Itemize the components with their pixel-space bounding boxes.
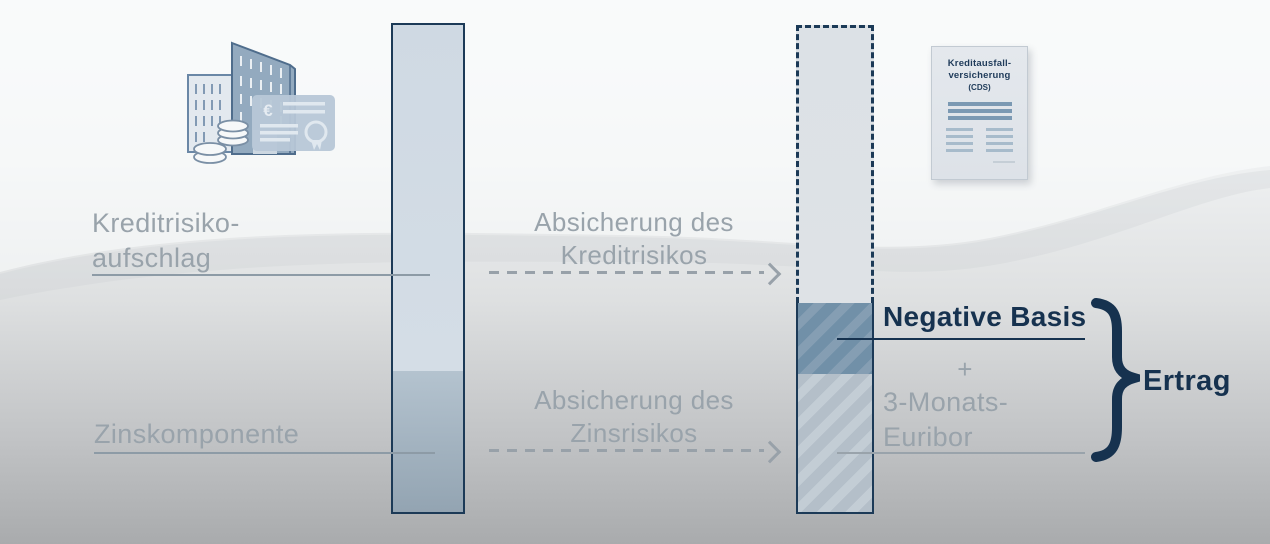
- plus-sign: +: [957, 354, 973, 384]
- right-result-bar: [796, 303, 874, 514]
- euribor-segment: [798, 374, 872, 512]
- bank-building-icon: €: [187, 41, 335, 164]
- interest-component-label: Zinskomponente: [94, 419, 300, 449]
- dashed-right-arrow: [489, 449, 764, 452]
- dashed-right-arrow: [489, 271, 764, 274]
- left-bond-bar: [391, 23, 465, 514]
- ertrag-label: Ertrag: [1143, 365, 1231, 397]
- coins-icon: [193, 119, 249, 164]
- curly-brace-icon: [1091, 298, 1140, 462]
- cds-doc-title-line2: versicherung: [948, 70, 1011, 81]
- euribor-label: 3-Monats- Euribor: [883, 387, 1009, 452]
- interest-component-underline: [94, 452, 435, 454]
- certificate-icon: €: [252, 95, 335, 151]
- negative-basis-label: Negative Basis: [883, 301, 1087, 332]
- interest-component-segment: [393, 371, 463, 512]
- cds-contract-document: Kreditausfall- versicherung (CDS): [931, 46, 1028, 180]
- hedged-portion-dashed-segment: [796, 25, 874, 303]
- credit-risk-premium-label: Kreditrisiko- aufschlag: [92, 208, 240, 273]
- hedge-interest-risk-label: Absicherung des Zinsrisikos: [534, 385, 734, 448]
- cds-doc-title-line1: Kreditausfall-: [947, 58, 1012, 69]
- cds-doc-title-line3: (CDS): [968, 83, 991, 92]
- euribor-underline: [837, 452, 1085, 454]
- negative-basis-underline: [837, 338, 1085, 340]
- credit-risk-premium-underline: [92, 274, 430, 276]
- svg-text:€: €: [263, 101, 273, 120]
- hedge-credit-risk-label: Absicherung des Kreditrisikos: [534, 207, 734, 270]
